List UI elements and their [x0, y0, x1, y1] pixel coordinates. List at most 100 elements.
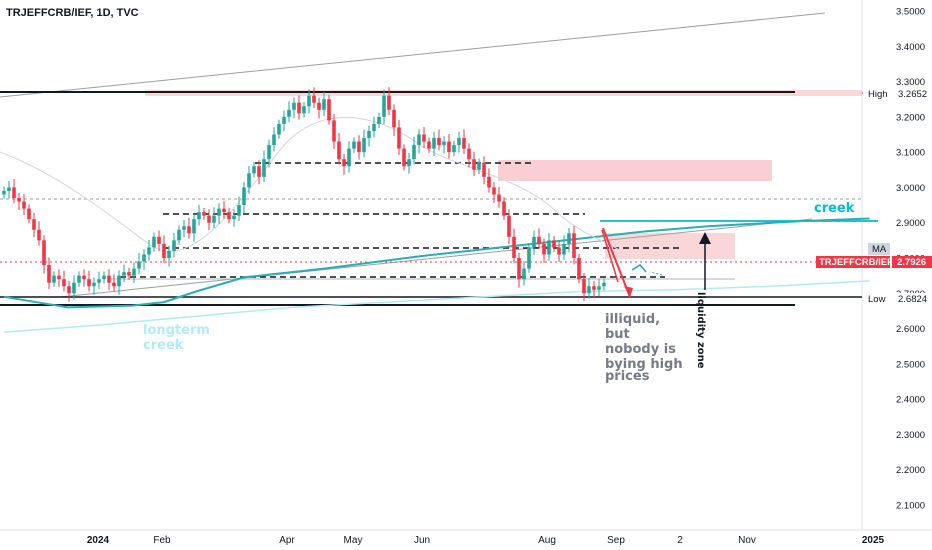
candle[interactable] [492, 182, 496, 203]
candle[interactable] [437, 129, 441, 151]
candle[interactable] [272, 127, 276, 152]
candle[interactable] [567, 228, 571, 253]
candle[interactable] [527, 243, 531, 273]
candle[interactable] [517, 252, 521, 288]
liquidity-zone-label[interactable]: liquidity zone [695, 292, 706, 369]
candle[interactable] [422, 127, 426, 148]
candle[interactable] [577, 253, 581, 284]
candle[interactable] [532, 230, 536, 255]
candle[interactable] [57, 269, 61, 287]
candle[interactable] [142, 249, 146, 270]
candle[interactable] [22, 194, 26, 215]
candle[interactable] [202, 207, 206, 220]
candle[interactable] [27, 204, 31, 224]
candle[interactable] [597, 278, 601, 297]
candle[interactable] [497, 187, 501, 208]
candle[interactable] [507, 209, 511, 245]
candle[interactable] [52, 271, 56, 287]
candle[interactable] [502, 197, 506, 220]
candle[interactable] [297, 95, 301, 120]
candle[interactable] [397, 120, 401, 155]
candle[interactable] [457, 131, 461, 153]
candle[interactable] [182, 219, 186, 238]
ma-light-line[interactable] [3, 280, 870, 333]
ma-long-line[interactable] [3, 217, 870, 309]
candle[interactable] [352, 137, 356, 153]
candle[interactable] [267, 139, 271, 168]
candle[interactable] [67, 280, 71, 302]
candle[interactable] [482, 156, 486, 185]
candle[interactable] [307, 89, 311, 114]
candle[interactable] [167, 245, 171, 267]
candle[interactable] [487, 168, 491, 193]
candle[interactable] [192, 213, 196, 242]
candle[interactable] [412, 136, 416, 165]
candle[interactable] [292, 97, 296, 119]
candle[interactable] [87, 270, 91, 292]
candle[interactable] [542, 238, 546, 263]
candle[interactable] [372, 116, 376, 138]
projection-down-arrow[interactable] [602, 227, 631, 298]
candle[interactable] [342, 153, 346, 175]
candle[interactable] [357, 135, 361, 160]
candle[interactable] [122, 264, 126, 282]
candle[interactable] [562, 235, 566, 260]
candle[interactable] [417, 129, 421, 154]
candle[interactable] [312, 87, 316, 109]
candle[interactable] [392, 104, 396, 136]
candle[interactable] [592, 280, 596, 299]
candle[interactable] [32, 212, 36, 238]
candle[interactable] [477, 158, 481, 175]
candle[interactable] [302, 102, 306, 118]
resistance-zone-upper[interactable] [498, 160, 772, 181]
candle[interactable] [212, 207, 216, 229]
candle[interactable] [522, 261, 526, 286]
candle[interactable] [467, 143, 471, 168]
candle[interactable] [152, 232, 156, 252]
candle[interactable] [172, 232, 176, 258]
candle[interactable] [347, 141, 351, 173]
candle[interactable] [257, 159, 261, 185]
candle[interactable] [132, 262, 136, 284]
candle[interactable] [2, 186, 6, 199]
candle[interactable] [572, 225, 576, 265]
candle[interactable] [547, 232, 551, 261]
candle[interactable] [327, 94, 331, 125]
candle[interactable] [427, 137, 431, 153]
candle[interactable] [82, 269, 86, 287]
candle[interactable] [222, 201, 226, 219]
candlesticks[interactable] [2, 87, 606, 302]
candle[interactable] [242, 182, 246, 214]
upper-trendline[interactable] [0, 12, 826, 98]
candle[interactable] [552, 236, 556, 252]
candle[interactable] [107, 269, 111, 291]
candle[interactable] [7, 181, 11, 199]
candle[interactable] [317, 97, 321, 119]
candle[interactable] [157, 230, 161, 252]
candle[interactable] [17, 192, 21, 211]
candle[interactable] [112, 274, 116, 292]
candle[interactable] [42, 235, 46, 274]
candle[interactable] [77, 271, 81, 287]
moving-averages[interactable] [3, 217, 870, 333]
candle[interactable] [262, 150, 266, 183]
candle[interactable] [462, 129, 466, 154]
candle[interactable] [602, 278, 606, 291]
candle[interactable] [452, 140, 456, 157]
candle[interactable] [432, 131, 436, 157]
candle[interactable] [582, 272, 586, 301]
candle[interactable] [287, 101, 291, 123]
candle[interactable] [472, 151, 476, 177]
candle[interactable] [367, 125, 371, 147]
candle[interactable] [282, 110, 286, 132]
candle[interactable] [137, 253, 141, 274]
candle[interactable] [127, 267, 131, 280]
candle[interactable] [227, 207, 231, 224]
candle[interactable] [337, 133, 341, 165]
candle[interactable] [447, 134, 451, 159]
candle[interactable] [232, 209, 236, 227]
candle[interactable] [537, 228, 541, 250]
candle[interactable] [382, 89, 386, 125]
candle[interactable] [197, 204, 201, 226]
